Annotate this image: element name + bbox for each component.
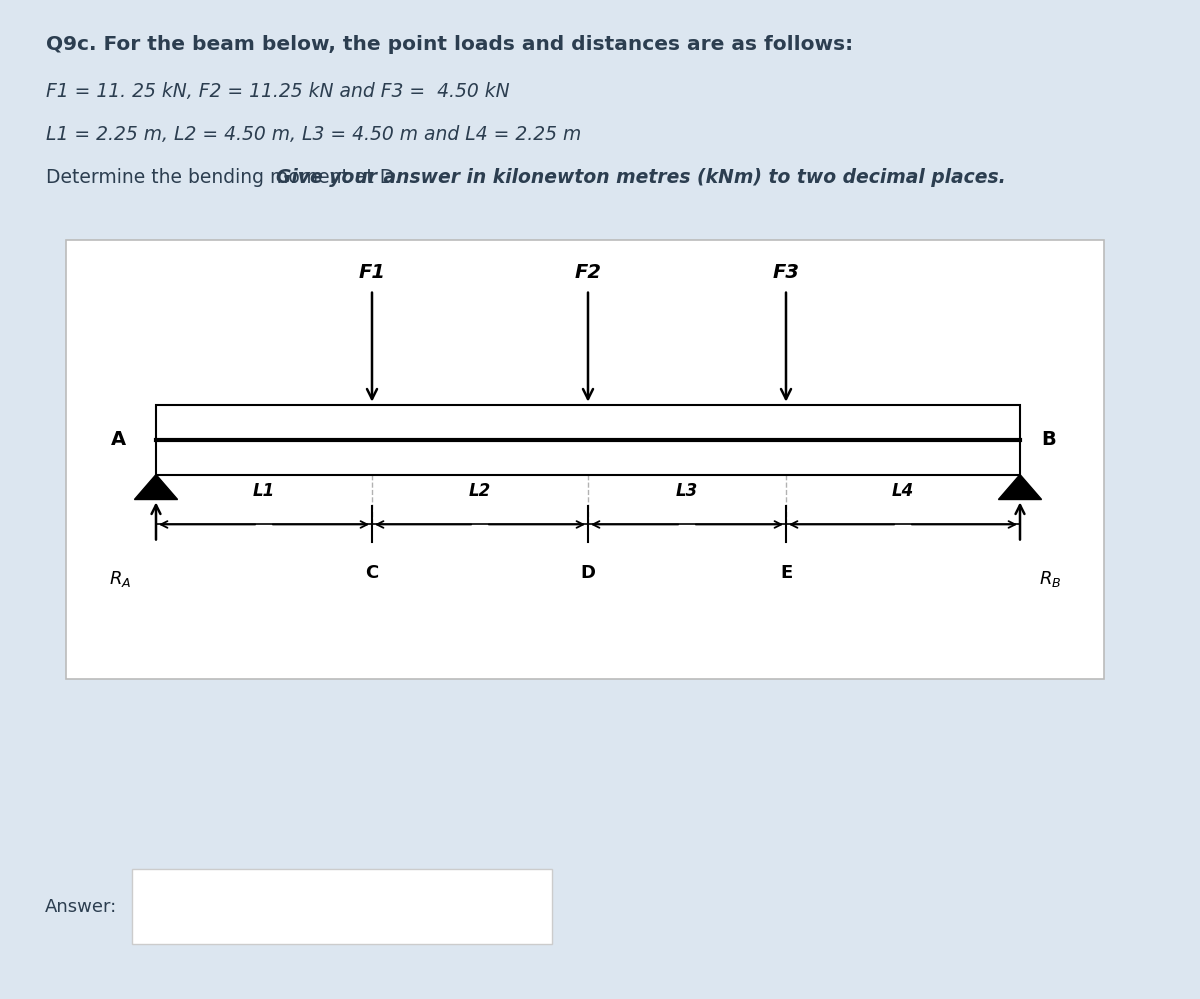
Text: F1: F1 [359,263,385,282]
Bar [132,869,552,944]
Text: F2: F2 [575,263,601,282]
Text: L1: L1 [253,482,275,500]
Bar [66,240,1104,679]
Polygon shape [134,475,178,500]
Text: C: C [365,564,379,582]
Text: D: D [581,564,595,582]
Text: $R_B$: $R_B$ [1039,569,1061,589]
Text: F3: F3 [773,263,799,282]
Text: L2: L2 [469,482,491,500]
Text: Answer:: Answer: [46,897,118,916]
Text: L4: L4 [892,482,914,500]
Text: L3: L3 [676,482,698,500]
Text: L1 = 2.25 m, L2 = 4.50 m, L3 = 4.50 m and L4 = 2.25 m: L1 = 2.25 m, L2 = 4.50 m, L3 = 4.50 m an… [46,125,581,144]
Text: B: B [1042,430,1056,450]
Text: Determine the bending moment at D.: Determine the bending moment at D. [46,168,406,187]
Bar [156,405,1020,475]
Text: F1 = 11. 25 kN, F2 = 11.25 kN and F3 =  4.50 kN: F1 = 11. 25 kN, F2 = 11.25 kN and F3 = 4… [46,82,509,101]
Text: $R_A$: $R_A$ [109,569,131,589]
Text: A: A [110,430,126,450]
Text: Q9c. For the beam below, the point loads and distances are as follows:: Q9c. For the beam below, the point loads… [46,35,853,54]
Text: E: E [780,564,792,582]
Text: Give your answer in kilonewton metres (kNm) to two decimal places.: Give your answer in kilonewton metres (k… [276,168,1006,187]
Polygon shape [998,475,1042,500]
